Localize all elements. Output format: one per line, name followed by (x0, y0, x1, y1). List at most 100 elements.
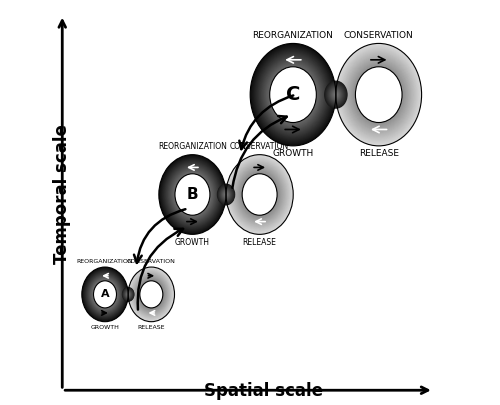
Ellipse shape (354, 66, 403, 124)
Ellipse shape (86, 273, 124, 316)
Ellipse shape (370, 83, 388, 106)
Text: B: B (186, 187, 198, 202)
Ellipse shape (343, 52, 414, 137)
Ellipse shape (324, 81, 347, 108)
Ellipse shape (125, 291, 132, 298)
Ellipse shape (250, 184, 268, 205)
Ellipse shape (133, 273, 170, 316)
Ellipse shape (248, 181, 271, 208)
Ellipse shape (327, 84, 344, 105)
Ellipse shape (136, 276, 167, 313)
Text: RELEASE: RELEASE (138, 325, 165, 330)
Ellipse shape (224, 192, 228, 197)
Ellipse shape (149, 292, 154, 297)
Ellipse shape (278, 78, 308, 112)
Text: CONSERVATION: CONSERVATION (127, 259, 176, 264)
Ellipse shape (170, 168, 215, 221)
Ellipse shape (138, 278, 165, 311)
Ellipse shape (188, 189, 197, 200)
Ellipse shape (88, 274, 122, 314)
Ellipse shape (133, 273, 170, 316)
Ellipse shape (242, 173, 278, 216)
Ellipse shape (136, 277, 166, 312)
Ellipse shape (268, 65, 318, 124)
Ellipse shape (92, 279, 118, 309)
Ellipse shape (235, 165, 284, 224)
Ellipse shape (142, 284, 160, 305)
Ellipse shape (334, 93, 337, 96)
Ellipse shape (263, 59, 323, 130)
Ellipse shape (100, 288, 110, 300)
Ellipse shape (136, 276, 167, 313)
Ellipse shape (99, 288, 111, 301)
Ellipse shape (251, 44, 335, 145)
Ellipse shape (241, 173, 278, 216)
Ellipse shape (236, 166, 284, 223)
Ellipse shape (329, 86, 343, 103)
Ellipse shape (98, 287, 112, 302)
Ellipse shape (252, 186, 267, 203)
Ellipse shape (363, 76, 394, 113)
Ellipse shape (234, 164, 285, 225)
Ellipse shape (97, 285, 113, 304)
Ellipse shape (130, 269, 174, 320)
Ellipse shape (253, 47, 333, 143)
Ellipse shape (189, 190, 196, 198)
Ellipse shape (371, 85, 386, 104)
Text: C: C (286, 85, 300, 104)
Ellipse shape (236, 167, 282, 222)
Ellipse shape (336, 44, 421, 145)
Ellipse shape (185, 186, 200, 203)
Ellipse shape (266, 63, 320, 126)
Ellipse shape (274, 72, 312, 117)
Ellipse shape (378, 94, 380, 96)
Ellipse shape (96, 284, 114, 305)
Ellipse shape (126, 292, 130, 296)
Ellipse shape (232, 162, 287, 227)
Ellipse shape (366, 80, 391, 109)
Ellipse shape (89, 275, 121, 313)
Ellipse shape (336, 43, 422, 146)
Ellipse shape (275, 73, 311, 116)
Ellipse shape (160, 156, 226, 234)
Text: A: A (100, 289, 110, 299)
Ellipse shape (144, 286, 158, 303)
Ellipse shape (332, 90, 340, 100)
Ellipse shape (142, 284, 161, 305)
Ellipse shape (265, 61, 321, 128)
Ellipse shape (170, 168, 214, 220)
Ellipse shape (186, 187, 199, 202)
Ellipse shape (368, 83, 388, 107)
Ellipse shape (226, 155, 293, 234)
Ellipse shape (286, 87, 300, 102)
Ellipse shape (140, 281, 162, 307)
Ellipse shape (358, 69, 400, 120)
Ellipse shape (276, 74, 310, 115)
Text: GROWTH: GROWTH (175, 238, 210, 247)
Ellipse shape (96, 284, 114, 305)
Ellipse shape (261, 56, 325, 133)
Ellipse shape (250, 183, 269, 206)
Ellipse shape (285, 85, 301, 104)
Ellipse shape (340, 48, 418, 142)
Ellipse shape (258, 52, 328, 137)
Ellipse shape (270, 67, 316, 123)
Ellipse shape (326, 82, 346, 107)
Ellipse shape (102, 291, 108, 298)
Ellipse shape (178, 177, 207, 212)
Ellipse shape (92, 278, 118, 310)
Ellipse shape (94, 282, 116, 307)
Ellipse shape (352, 63, 405, 126)
Ellipse shape (182, 183, 203, 207)
Ellipse shape (162, 159, 222, 230)
Ellipse shape (132, 271, 171, 318)
Ellipse shape (88, 274, 122, 315)
Ellipse shape (338, 46, 419, 143)
Ellipse shape (274, 72, 312, 118)
Ellipse shape (168, 166, 216, 223)
Ellipse shape (257, 191, 262, 198)
Ellipse shape (130, 270, 172, 319)
Ellipse shape (375, 90, 382, 99)
Ellipse shape (334, 92, 338, 98)
Ellipse shape (256, 190, 263, 198)
